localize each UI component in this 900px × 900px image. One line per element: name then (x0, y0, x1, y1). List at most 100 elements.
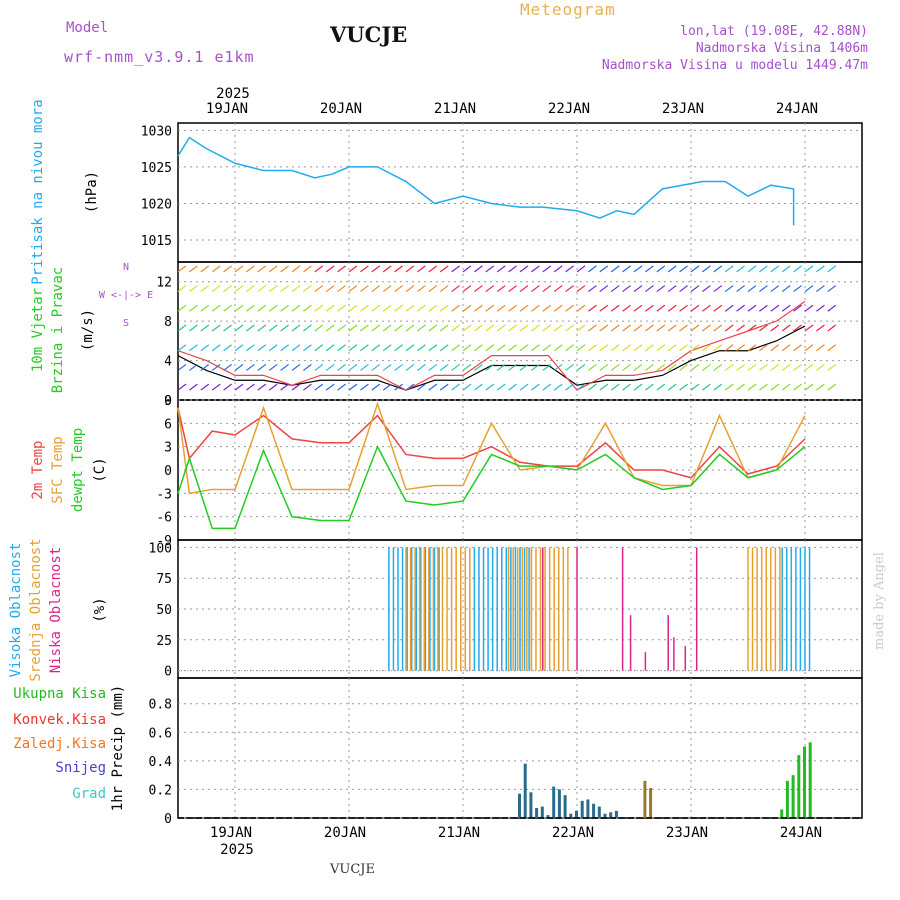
wind-arrow (462, 304, 472, 312)
wind-arrow (405, 344, 415, 352)
wind-arrow (804, 304, 814, 312)
wind-arrow (280, 383, 289, 391)
wind-arrow (337, 324, 346, 332)
ytick-label: 1015 (141, 234, 172, 249)
wind-arrow (645, 383, 654, 391)
day-label-bottom: 22JAN (552, 825, 594, 841)
day-label-top: 21JAN (434, 101, 476, 117)
wind-arrow (827, 344, 837, 352)
cloud-unit: (%) (92, 597, 108, 622)
wind-arrow (747, 285, 757, 293)
wind-arrow (382, 324, 392, 332)
wind-arrow (382, 344, 392, 352)
wind-arrow (360, 324, 369, 332)
wind-arrow (816, 285, 825, 293)
wind-arrow (496, 324, 506, 332)
wind-arrow (417, 383, 426, 391)
wind-arrow (337, 344, 346, 352)
wind-arrow (781, 383, 791, 391)
wind-arrow (770, 304, 780, 312)
precip-bar (529, 792, 533, 818)
precip-bar (797, 755, 801, 818)
wind-arrow (633, 383, 643, 391)
wind-arrow (371, 344, 381, 352)
wind-arrow (417, 304, 426, 312)
wind-arrow (519, 344, 529, 352)
wind-arrow (348, 363, 358, 371)
wind-arrow (211, 304, 221, 312)
wind-arrow (610, 285, 620, 293)
wind-arrow (200, 304, 210, 312)
wind-arrow (474, 285, 483, 293)
temp-2m-line (177, 407, 806, 479)
day-label-bottom: 19JAN (210, 825, 252, 841)
wind-arrow (553, 324, 563, 332)
wind-arrow (759, 304, 768, 312)
wind-arrow (816, 383, 825, 391)
ytick-label: 0.4 (149, 755, 173, 770)
wind-arrow (519, 324, 529, 332)
temp-2m-label: 2m Temp (30, 440, 46, 499)
wind-arrow (702, 265, 711, 273)
wind-arrow (348, 304, 358, 312)
wind-arrow (622, 285, 631, 293)
wind-arrow (724, 344, 734, 352)
ytick-label: 4 (164, 355, 172, 370)
wind-arrow (679, 363, 688, 371)
ytick-label: 1025 (141, 161, 172, 176)
wind-arrow (485, 363, 495, 371)
wind-arrow (211, 344, 221, 352)
wind-arrow (211, 363, 221, 371)
wind-arrow (679, 304, 688, 312)
wind-arrow (485, 304, 495, 312)
wind-arrow (451, 383, 460, 391)
wind-arrow (565, 363, 574, 371)
wind-arrow (189, 344, 198, 352)
wind-arrow (690, 285, 700, 293)
wind-arrow (257, 363, 267, 371)
wind-arrow (246, 344, 255, 352)
wind-arrow (622, 383, 631, 391)
wind-arrow (588, 363, 597, 371)
wind-arrow (588, 304, 597, 312)
wind-arrow (519, 383, 529, 391)
wind-arrow (417, 344, 426, 352)
wind-arrow (542, 324, 552, 332)
wind-arrow (325, 265, 335, 273)
wind-arrow (223, 265, 232, 273)
wind-arrow (827, 383, 837, 391)
precip-bar (643, 780, 647, 818)
precip-bar (609, 812, 613, 818)
precip-bar (523, 763, 527, 818)
wind-arrow (622, 344, 631, 352)
wind-arrow (770, 344, 780, 352)
wind-arrow (189, 324, 198, 332)
wind-arrow (462, 285, 472, 293)
precip-bar (586, 799, 590, 818)
wind-arrow (268, 324, 278, 332)
wind-arrow (633, 265, 643, 273)
ytick-label: 6 (164, 417, 172, 432)
wind-arrow (599, 265, 609, 273)
wind-arrow (713, 344, 723, 352)
wind-arrow (588, 344, 597, 352)
ytick-label: 0 (164, 464, 172, 479)
wind-arrow (508, 285, 517, 293)
wind-arrow (257, 344, 267, 352)
wind-arrow (816, 324, 825, 332)
wind-arrow (622, 265, 631, 273)
ytick-label: 75 (156, 572, 172, 587)
wind-arrow (667, 324, 677, 332)
wind-arrow (314, 344, 324, 352)
ytick-label: 8 (164, 315, 172, 330)
wind-arrow (177, 324, 187, 332)
day-label-top: 20JAN (320, 101, 362, 117)
wind-arrow (246, 285, 255, 293)
wind-arrow (781, 285, 791, 293)
wind-arrow (257, 304, 267, 312)
wind-arrow (724, 363, 734, 371)
wind-arrow (576, 344, 586, 352)
wind-arrow (679, 344, 688, 352)
temp-dewpt-line (177, 444, 806, 530)
wind-arrow (793, 265, 802, 273)
